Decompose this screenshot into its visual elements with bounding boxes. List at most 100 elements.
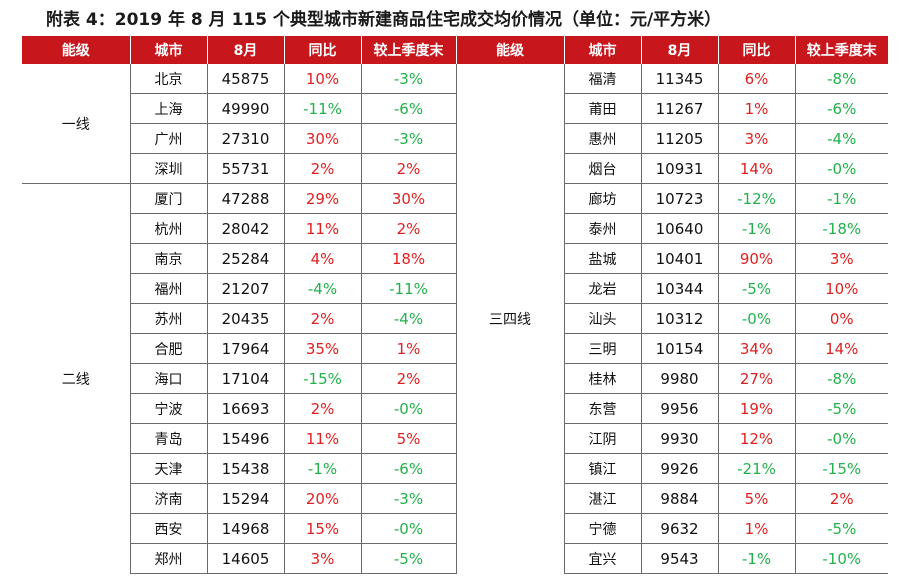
qoq-cell: 1%: [361, 333, 457, 364]
city-cell: 青岛: [130, 423, 208, 454]
qoq-cell: -0%: [361, 513, 457, 544]
city-cell: 西安: [130, 513, 208, 544]
qoq-cell: 2%: [795, 483, 888, 514]
price-cell: 45875: [207, 64, 285, 94]
price-cell: 9980: [641, 363, 719, 394]
yoy-cell: 1%: [718, 93, 796, 124]
yoy-cell: -5%: [718, 273, 796, 304]
price-cell: 20435: [207, 303, 285, 334]
qoq-cell: -1%: [795, 183, 888, 214]
qoq-cell: -15%: [795, 453, 888, 484]
yoy-cell: 2%: [284, 303, 362, 334]
yoy-cell: 19%: [718, 393, 796, 424]
header-city: 城市: [130, 36, 208, 64]
price-cell: 21207: [207, 273, 285, 304]
yoy-cell: -1%: [718, 543, 796, 574]
city-cell: 福州: [130, 273, 208, 304]
city-cell: 汕头: [564, 303, 642, 334]
qoq-cell: 3%: [795, 243, 888, 274]
table-row: 宁波 16693 2% -0% 东营 9956 19% -5%: [22, 393, 888, 424]
price-cell: 9926: [641, 453, 719, 484]
price-cell: 11345: [641, 64, 719, 94]
qoq-cell: -5%: [361, 543, 457, 574]
city-cell: 天津: [130, 453, 208, 484]
header-tier: 能级: [22, 36, 131, 64]
price-cell: 17964: [207, 333, 285, 364]
price-cell: 28042: [207, 213, 285, 244]
yoy-cell: -4%: [284, 273, 362, 304]
table-row: 天津 15438 -1% -6% 镇江 9926 -21% -15%: [22, 453, 888, 484]
yoy-cell: 4%: [284, 243, 362, 274]
yoy-cell: -21%: [718, 453, 796, 484]
yoy-cell: 15%: [284, 513, 362, 544]
city-cell: 桂林: [564, 363, 642, 394]
yoy-cell: 29%: [284, 183, 362, 214]
table-row: 上海 49990 -11% -6% 莆田 11267 1% -6%: [22, 93, 888, 124]
header-august: 8月: [641, 36, 719, 64]
yoy-cell: -11%: [284, 93, 362, 124]
qoq-cell: -3%: [361, 483, 457, 514]
table-row: 南京 25284 4% 18% 盐城 10401 90% 3%: [22, 243, 888, 274]
city-cell: 宁波: [130, 393, 208, 424]
city-cell: 宁德: [564, 513, 642, 544]
yoy-cell: 3%: [284, 543, 362, 574]
city-cell: 三明: [564, 333, 642, 364]
city-cell: 惠州: [564, 123, 642, 154]
header-tier: 能级: [456, 36, 565, 64]
city-cell: 深圳: [130, 153, 208, 184]
city-cell: 泰州: [564, 213, 642, 244]
header-qoq: 较上季度末: [795, 36, 888, 64]
qoq-cell: -3%: [361, 64, 457, 94]
city-cell: 郑州: [130, 543, 208, 574]
city-cell: 南京: [130, 243, 208, 274]
price-cell: 14968: [207, 513, 285, 544]
yoy-cell: 35%: [284, 333, 362, 364]
table-body: 一线 北京 45875 10% -3% 三四线 福清 11345 6% -8% 上海 49990 -11…: [22, 64, 888, 574]
price-cell: 17104: [207, 363, 285, 394]
yoy-cell: 14%: [718, 153, 796, 184]
yoy-cell: 10%: [284, 64, 362, 94]
qoq-cell: -5%: [795, 513, 888, 544]
price-cell: 9956: [641, 393, 719, 424]
price-cell: 9930: [641, 423, 719, 454]
price-cell: 25284: [207, 243, 285, 274]
price-cell: 49990: [207, 93, 285, 124]
yoy-cell: 30%: [284, 123, 362, 154]
price-cell: 16693: [207, 393, 285, 424]
table-row: 西安 14968 15% -0% 宁德 9632 1% -5%: [22, 513, 888, 544]
qoq-cell: -3%: [361, 123, 457, 154]
yoy-cell: 6%: [718, 64, 796, 94]
table-title: 附表 4：2019 年 8 月 115 个典型城市新建商品住宅成交均价情况（单位…: [46, 10, 722, 30]
qoq-cell: -8%: [795, 363, 888, 394]
table-row: 苏州 20435 2% -4% 汕头 10312 -0% 0%: [22, 303, 888, 334]
qoq-cell: 14%: [795, 333, 888, 364]
price-cell: 14605: [207, 543, 285, 574]
city-cell: 杭州: [130, 213, 208, 244]
city-cell: 北京: [130, 64, 208, 94]
yoy-cell: 27%: [718, 363, 796, 394]
tier-cell: 三四线: [456, 64, 565, 574]
city-cell: 莆田: [564, 93, 642, 124]
price-cell: 9884: [641, 483, 719, 514]
city-cell: 济南: [130, 483, 208, 514]
price-cell: 10154: [641, 333, 719, 364]
yoy-cell: 90%: [718, 243, 796, 274]
city-cell: 苏州: [130, 303, 208, 334]
yoy-cell: 2%: [284, 153, 362, 184]
city-cell: 镇江: [564, 453, 642, 484]
yoy-cell: 1%: [718, 513, 796, 544]
city-cell: 龙岩: [564, 273, 642, 304]
qoq-cell: -4%: [795, 123, 888, 154]
table-row: 合肥 17964 35% 1% 三明 10154 34% 14%: [22, 333, 888, 364]
price-cell: 10723: [641, 183, 719, 214]
table-row: 杭州 28042 11% 2% 泰州 10640 -1% -18%: [22, 213, 888, 244]
city-cell: 烟台: [564, 153, 642, 184]
price-cell: 10344: [641, 273, 719, 304]
qoq-cell: -6%: [795, 93, 888, 124]
city-cell: 宜兴: [564, 543, 642, 574]
table-row: 郑州 14605 3% -5% 宜兴 9543 -1% -10%: [22, 543, 888, 574]
price-cell: 10401: [641, 243, 719, 274]
table-row: 青岛 15496 11% 5% 江阴 9930 12% -0%: [22, 423, 888, 454]
price-cell: 10640: [641, 213, 719, 244]
price-cell: 9543: [641, 543, 719, 574]
